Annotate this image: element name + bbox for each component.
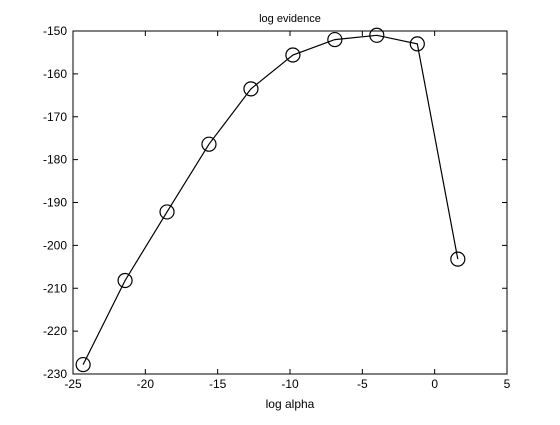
x-tick-label: -10 [281, 377, 299, 391]
y-tick-label: -190 [43, 196, 67, 210]
y-tick-label: -220 [43, 324, 67, 338]
y-tick-label: -230 [43, 367, 67, 381]
plot-area [73, 31, 507, 374]
chart-title: log evidence [259, 13, 321, 25]
x-axis-label: log alpha [266, 397, 315, 411]
x-tick-label: -5 [357, 377, 368, 391]
y-tick-label: -210 [43, 281, 67, 295]
y-tick-label: -200 [43, 238, 67, 252]
x-tick-label: -15 [209, 377, 227, 391]
y-tick-label: -170 [43, 110, 67, 124]
x-tick-label: -20 [137, 377, 155, 391]
x-tick-label: 0 [431, 377, 438, 391]
y-tick-label: -160 [43, 67, 67, 81]
x-tick-label: 5 [504, 377, 511, 391]
y-tick-label: -150 [43, 24, 67, 38]
y-tick-label: -180 [43, 153, 67, 167]
